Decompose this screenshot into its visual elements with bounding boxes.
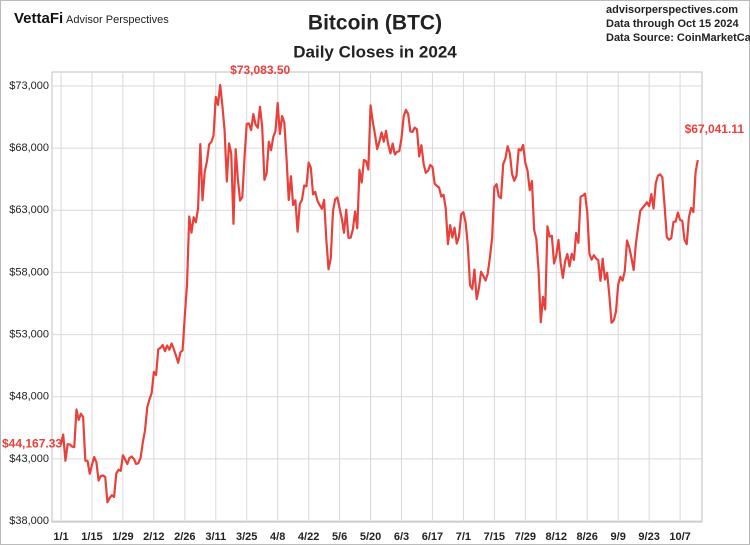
data-source: Data Source: CoinMarketCap <box>606 32 750 44</box>
logo: VettaFi <box>14 10 63 27</box>
x-tick-label: 5/20 <box>360 531 381 543</box>
x-tick-label: 6/3 <box>394 531 409 543</box>
x-tick-label: 10/7 <box>669 531 690 543</box>
x-tick-label: 1/1 <box>53 531 68 543</box>
y-tick-label: $58,000 <box>9 266 49 278</box>
plot-area <box>51 71 703 523</box>
y-tick-label: $48,000 <box>9 391 49 403</box>
y-tick-label: $43,000 <box>9 453 49 465</box>
x-tick-label: 3/25 <box>236 531 257 543</box>
y-tick-label: $38,000 <box>9 515 49 527</box>
x-tick-label: 7/29 <box>515 531 536 543</box>
x-tick-label: 8/26 <box>577 531 598 543</box>
brand-name: Advisor Perspectives <box>66 14 169 26</box>
x-tick-label: 3/11 <box>205 531 226 543</box>
y-tick-label: $53,000 <box>9 328 49 340</box>
x-tick-label: 1/15 <box>81 531 102 543</box>
x-tick-label: 6/17 <box>422 531 443 543</box>
data-through: Data through Oct 15 2024 <box>606 18 740 30</box>
x-tick-label: 4/22 <box>298 531 319 543</box>
chart-subtitle: Daily Closes in 2024 <box>293 42 457 61</box>
value-label: $44,167.33 <box>2 437 62 451</box>
price-line <box>59 83 699 504</box>
x-tick-label: 5/6 <box>332 531 347 543</box>
x-tick-label: 4/8 <box>270 531 285 543</box>
x-tick-label: 9/9 <box>611 531 626 543</box>
x-tick-label: 8/12 <box>546 531 567 543</box>
x-tick-label: 7/15 <box>484 531 505 543</box>
x-tick-label: 9/23 <box>638 531 659 543</box>
y-tick-label: $68,000 <box>9 142 49 154</box>
value-label: $67,041.11 <box>685 122 745 136</box>
x-tick-label: 7/1 <box>456 531 471 543</box>
site: advisorperspectives.com <box>606 4 738 16</box>
y-tick-label: $73,000 <box>9 80 49 92</box>
chart-title: Bitcoin (BTC) <box>308 12 442 35</box>
x-tick-label: 2/26 <box>174 531 195 543</box>
value-label: $73,083.50 <box>230 63 290 77</box>
y-tick-label: $63,000 <box>9 204 49 216</box>
x-tick-label: 2/12 <box>143 531 164 543</box>
x-tick-label: 1/29 <box>112 531 133 543</box>
